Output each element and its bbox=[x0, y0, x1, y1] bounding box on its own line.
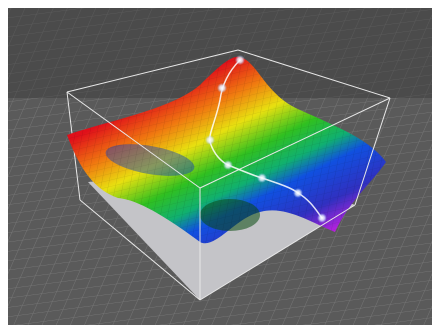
path-point bbox=[317, 213, 327, 223]
path-point bbox=[235, 55, 245, 65]
surface-mesh bbox=[67, 56, 386, 244]
path-point bbox=[217, 83, 227, 93]
path-point bbox=[223, 160, 233, 170]
path-point bbox=[205, 135, 215, 145]
path-points bbox=[205, 55, 327, 223]
box-front bbox=[66, 91, 391, 301]
path-point bbox=[257, 173, 267, 183]
path-point bbox=[293, 188, 303, 198]
